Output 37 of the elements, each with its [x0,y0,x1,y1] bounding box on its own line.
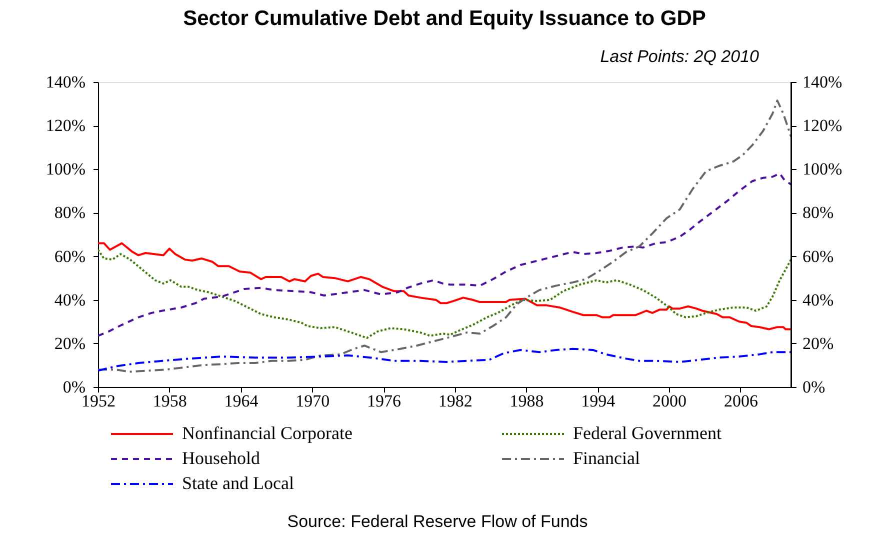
y2-tick-label: 120% [802,116,842,136]
x-tick-label: 1958 [152,392,187,410]
chart-title: Sector Cumulative Debt and Equity Issuance to GDP [183,7,706,30]
line-series [98,248,791,339]
y-tick-label: 40% [54,290,86,310]
legend-label: Household [182,448,260,468]
line-series [98,100,791,373]
source-note: Source: Federal Reserve Flow of Funds [287,512,588,531]
y-tick-label: 80% [54,203,86,222]
y2-tick-label: 140% [802,72,842,92]
x-tick-label: 1994 [581,392,616,410]
legend-label: Financial [573,448,640,468]
legend-label: State and Local [182,473,294,493]
x-tick-label: 1982 [438,392,472,410]
legend-label: Nonfinancial Corporate [182,423,352,443]
x-tick-label: 2000 [652,392,687,410]
x-tick-label: 1988 [510,392,544,410]
y2-tick-label: 20% [802,334,834,353]
y-tick-label: 100% [46,160,86,179]
line-series [98,242,791,330]
y-tick-label: 20% [54,334,86,353]
y-tick-label: 120% [46,116,86,136]
y-tick-label: 60% [54,246,86,266]
x-tick-label: 1964 [224,392,259,410]
y-tick-label: 140% [46,72,86,92]
x-tick-label: 2006 [724,392,758,410]
y2-tick-label: 100% [802,160,842,179]
y2-tick-label: 80% [802,203,834,222]
y2-tick-label: 60% [802,246,834,266]
y2-tick-label: 0% [802,378,826,396]
line-series [98,348,791,372]
y2-tick-label: 40% [802,290,834,310]
x-tick-label: 1976 [367,392,402,410]
line-series [98,172,791,337]
legend-label: Federal Government [573,423,722,443]
x-tick-label: 1970 [296,392,330,410]
chart-subtitle: Last Points: 2Q 2010 [600,47,760,66]
